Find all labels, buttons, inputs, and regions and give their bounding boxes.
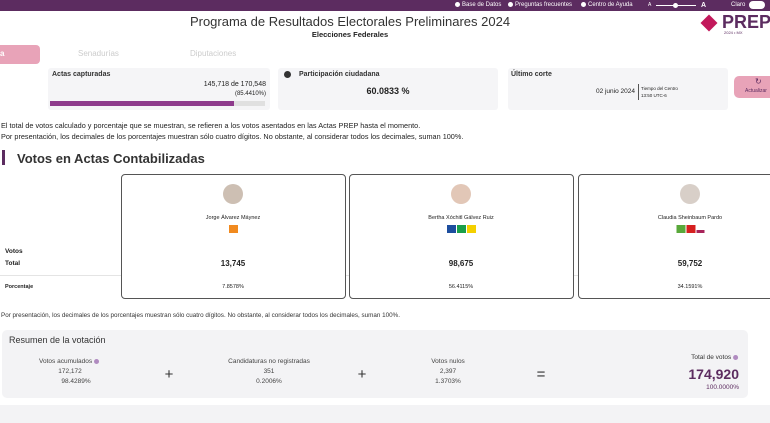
refresh-label: Actualizar <box>745 88 767 94</box>
refresh-icon: ↻ <box>755 77 762 86</box>
participation-value: 60.0833 % <box>366 86 410 96</box>
card-label: Participación ciudadana <box>299 71 380 78</box>
footnote: Por presentación, los decimales de los p… <box>1 312 401 319</box>
plus: + <box>357 366 367 383</box>
link-text: Preguntas frecuentes <box>515 2 573 8</box>
logo-mark <box>700 14 718 32</box>
info-icon <box>733 355 738 360</box>
top-bar <box>0 0 770 11</box>
total-label: Total de votos <box>691 354 740 361</box>
plus: + <box>164 366 174 383</box>
avatar <box>451 184 471 204</box>
row-label: Porcentaje <box>5 284 34 290</box>
card <box>278 68 498 110</box>
equals: = <box>536 366 546 383</box>
card <box>508 68 728 110</box>
tab-label: a <box>0 49 5 58</box>
summary-label: Votos nulos <box>431 358 465 365</box>
info-icon <box>284 71 291 78</box>
summary-percent: 1.3703% <box>435 378 461 385</box>
candidate-card <box>578 174 770 299</box>
candidate-name: Claudia Sheinbaum Pardo <box>657 215 723 221</box>
summary-percent: 98.4289% <box>61 378 91 385</box>
total-value: 174,920 <box>688 366 739 382</box>
candidate-total: 59,752 <box>677 259 703 268</box>
card-label: Actas capturadas <box>52 71 111 78</box>
link[interactable]: Centro de Ayuda <box>581 0 633 11</box>
row-label: Total <box>5 260 21 267</box>
candidate-name: Jorge Álvarez Máynez <box>205 215 261 221</box>
font-large[interactable]: A <box>701 2 707 9</box>
progress-bar <box>50 101 234 106</box>
title: Programa de Resultados Electorales Preli… <box>189 14 511 29</box>
avatar <box>223 184 243 204</box>
theme-toggle[interactable] <box>749 1 765 9</box>
note: El total de votos calculado y porcentaje… <box>1 121 421 130</box>
avatar <box>680 184 700 204</box>
party-logos <box>676 225 705 233</box>
cut-zone: Tiempo del Centro <box>641 86 678 91</box>
actas-percent: (85.4410%) <box>234 91 266 97</box>
cut-date: 02 junio 2024 <box>595 88 635 95</box>
summary-label: Votos acumulados <box>39 358 101 365</box>
summary-label-text: Votos acumulados <box>39 358 93 365</box>
link-text: Base de Datos <box>462 2 502 8</box>
tab-active[interactable] <box>0 45 40 64</box>
summary-percent: 0.2006% <box>256 378 282 385</box>
candidate-percent: 56.4115% <box>448 284 474 290</box>
candidate-total: 98,675 <box>448 259 474 268</box>
candidate-percent: 7.8578% <box>222 284 244 290</box>
logo: PREP <box>722 12 770 32</box>
summary-title: Resumen de la votación <box>9 335 106 345</box>
candidate-total: 13,745 <box>220 259 246 268</box>
candidate-percent: 34.1591% <box>677 284 703 290</box>
summary-value: 351 <box>263 368 275 375</box>
total-label-text: Total de votos <box>691 354 732 361</box>
party-logos <box>446 225 476 233</box>
subtitle: Elecciones Federales <box>311 30 389 39</box>
tab[interactable]: Diputaciones <box>190 49 237 58</box>
summary-label: Candidaturas no registradas <box>228 358 310 365</box>
info-icon <box>93 359 99 364</box>
slider-knob[interactable] <box>673 3 678 8</box>
actas-count: 145,718 de 170,548 <box>203 81 266 88</box>
summary-value: 172,172 <box>58 368 82 375</box>
summary-value: 2,397 <box>439 368 457 375</box>
link[interactable]: Preguntas frecuentes <box>508 0 572 11</box>
refresh-button[interactable] <box>734 76 770 98</box>
font-small[interactable]: A <box>648 2 652 8</box>
theme-label: Claro <box>731 2 746 8</box>
total-percent: 100.0000% <box>706 384 739 391</box>
section-bar <box>2 150 5 165</box>
party-logos <box>228 225 238 233</box>
tab[interactable]: Senadurías <box>78 49 119 58</box>
summary-box <box>2 330 748 398</box>
bottom-strip <box>0 405 770 423</box>
link-text: Centro de Ayuda <box>588 2 633 8</box>
section-title: Votos en Actas Contabilizadas <box>17 151 205 166</box>
row-label: Votos <box>5 248 23 255</box>
cut-time: 13:50 UTC-6 <box>641 93 667 98</box>
note: Por presentación, los decimales de los p… <box>1 132 464 141</box>
link[interactable]: Base de Datos <box>455 0 501 11</box>
candidate-name: Bertha Xóchitl Gálvez Ruiz <box>428 215 494 221</box>
logo-sub: 2024 • MX <box>724 30 743 35</box>
separator <box>638 84 639 100</box>
card-label: Último corte <box>511 71 552 78</box>
